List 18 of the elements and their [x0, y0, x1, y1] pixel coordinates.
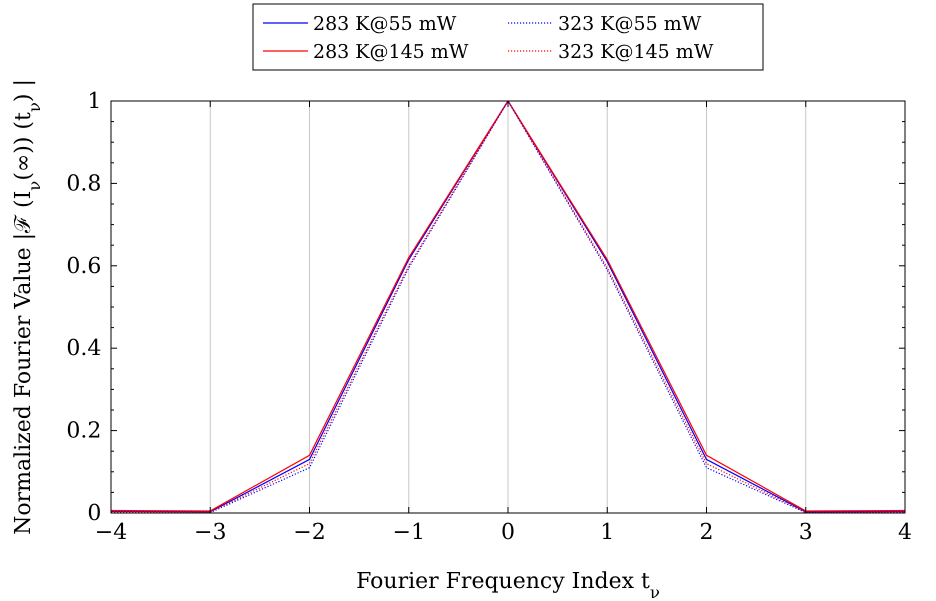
x-tick-label: −2	[293, 520, 326, 546]
y-tick-label: 1	[87, 89, 102, 114]
legend-label: 323 K@55 mW	[558, 13, 702, 35]
y-tick-label: 0.6	[66, 254, 102, 279]
y-tick-label: 0.4	[66, 336, 102, 362]
legend-label: 283 K@55 mW	[313, 13, 457, 35]
x-tick-label: −3	[194, 520, 226, 546]
x-tick-label: 2	[700, 520, 714, 546]
x-tick-label: 3	[798, 520, 813, 546]
x-tick-label: 0	[501, 520, 515, 546]
x-tick-label: 4	[898, 520, 912, 546]
legend-label: 323 K@145 mW	[558, 41, 714, 63]
x-axis-title: Fourier Frequency Index t$_{ν}$	[356, 569, 660, 601]
x-tick-label: 1	[600, 520, 614, 546]
y-tick-label: 0.8	[66, 171, 102, 196]
legend-label: 283 K@145 mW	[313, 41, 469, 63]
y-tick-label: 0.2	[66, 418, 102, 444]
x-tick-label: −1	[392, 520, 425, 546]
